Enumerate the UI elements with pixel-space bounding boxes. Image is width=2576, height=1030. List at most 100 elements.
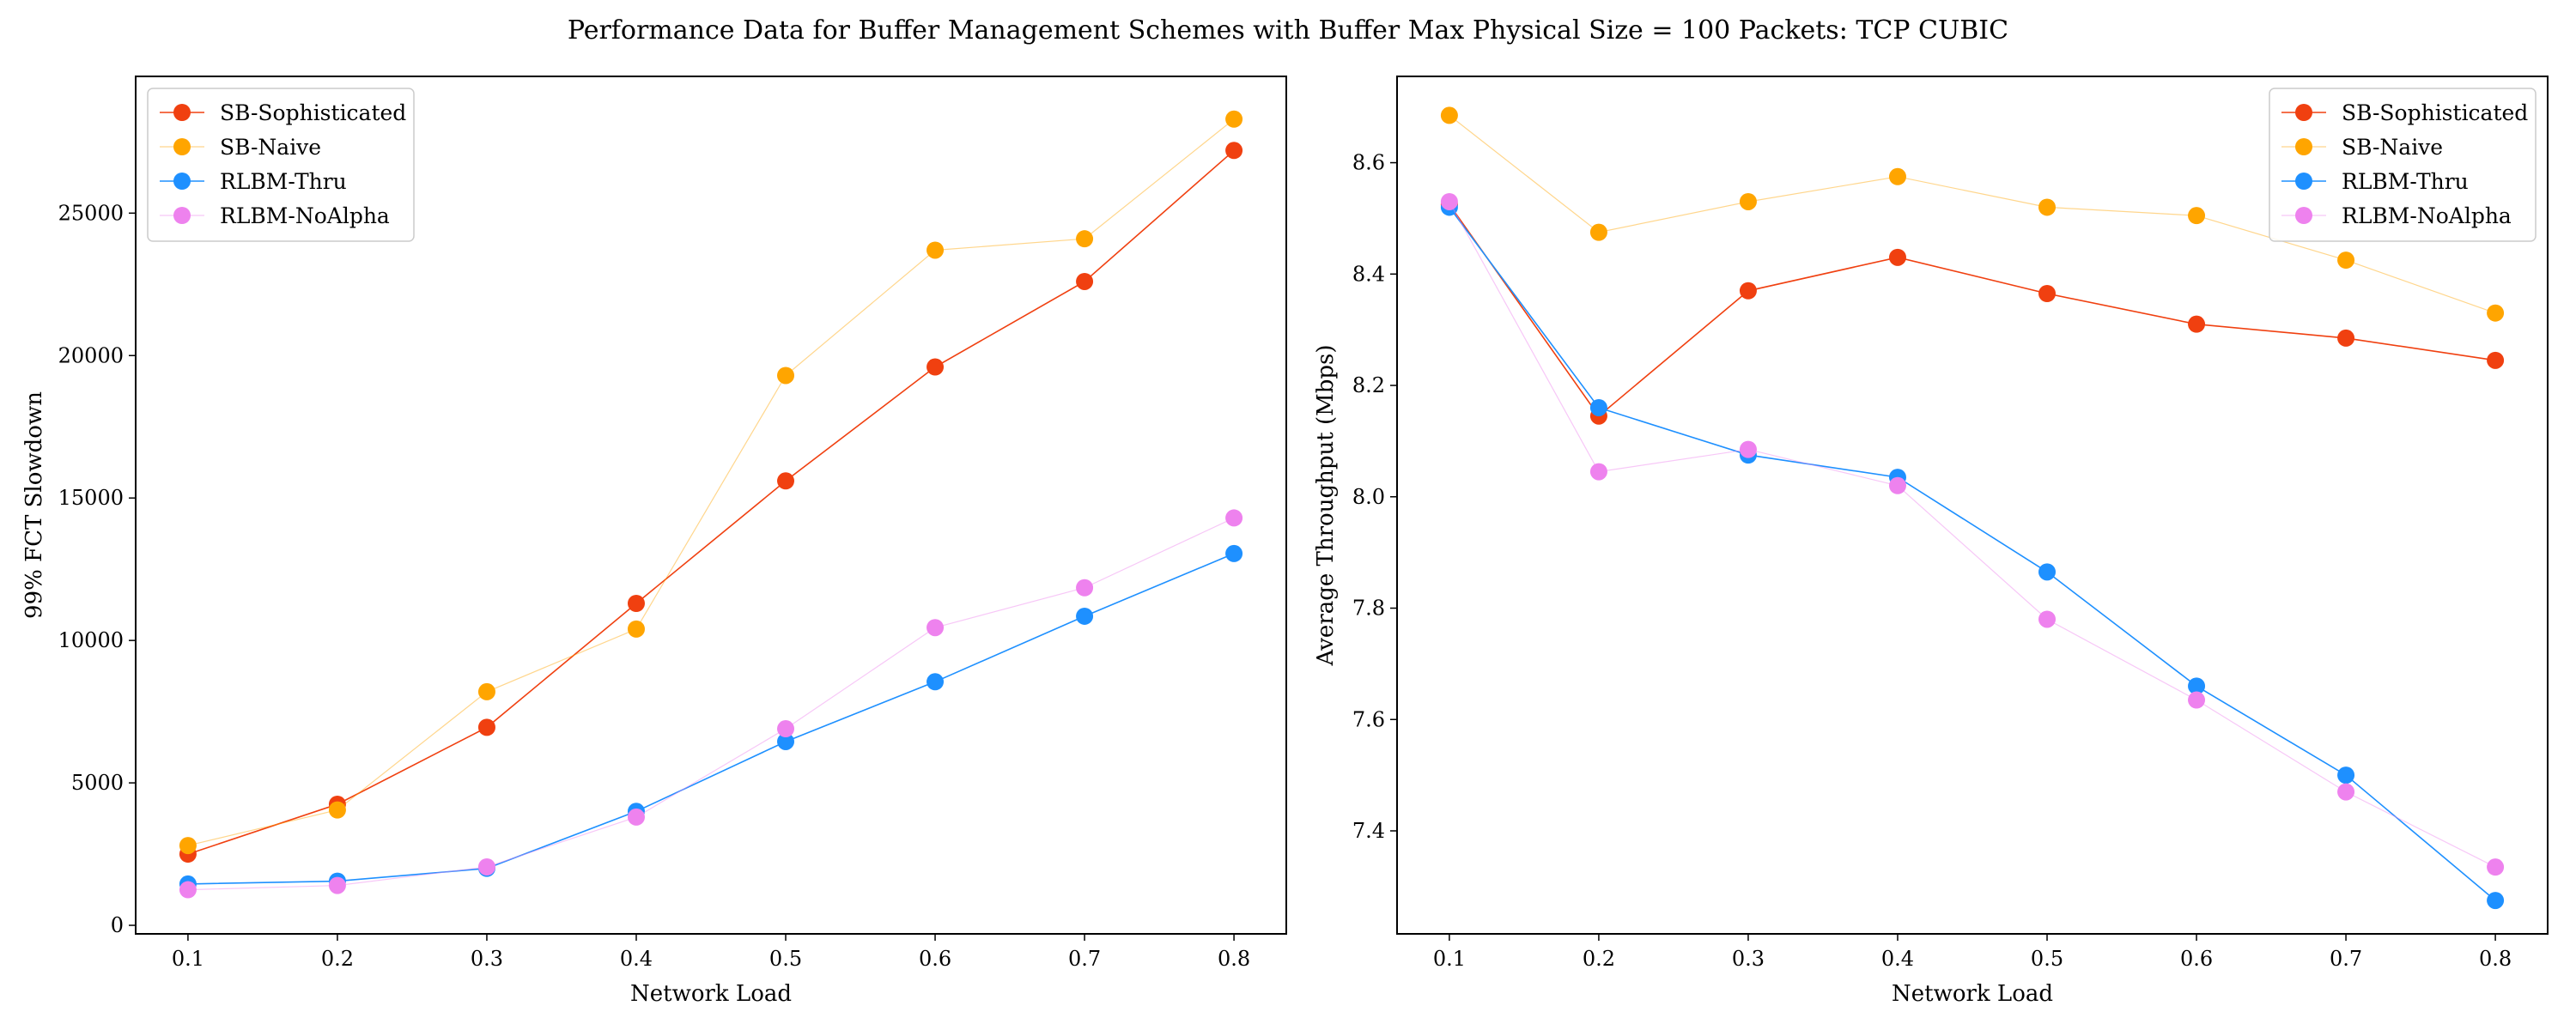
data-point-rlbm-noalpha xyxy=(328,876,346,894)
legend-swatch-marker xyxy=(173,173,191,190)
data-point-sb-sophisticated xyxy=(1888,248,1906,266)
data-point-rlbm-thru xyxy=(2038,563,2057,581)
legend-swatch-marker xyxy=(173,104,191,121)
series-line-sb-naive xyxy=(1449,114,2496,314)
data-point-sb-naive xyxy=(477,682,495,700)
data-point-sb-naive xyxy=(1888,167,1906,185)
data-point-rlbm-noalpha xyxy=(2038,610,2057,628)
y-tick-label: 7.4 xyxy=(1352,819,1385,843)
series-line-sb-naive xyxy=(187,118,1235,846)
y-tick-label: 8.2 xyxy=(1352,373,1385,397)
data-point-rlbm-thru xyxy=(1076,607,1094,625)
data-point-rlbm-noalpha xyxy=(2487,858,2505,876)
data-point-rlbm-noalpha xyxy=(927,619,945,637)
x-tick-label: 0.2 xyxy=(321,947,354,971)
legend-swatch-marker xyxy=(2295,138,2312,155)
y-tick-label: 10000 xyxy=(58,628,124,652)
data-point-sb-naive xyxy=(328,801,346,819)
data-point-rlbm-noalpha xyxy=(777,720,795,738)
data-point-rlbm-noalpha xyxy=(1076,579,1094,597)
series-line-rlbm-noalpha xyxy=(1449,201,2496,868)
data-point-sb-sophisticated xyxy=(2188,315,2206,333)
series-line-rlbm-thru xyxy=(187,553,1235,885)
data-point-sb-sophisticated xyxy=(2337,329,2355,347)
y-axis-label: 99% FCT Slowdown xyxy=(21,391,47,619)
data-point-sb-naive xyxy=(1589,223,1607,241)
data-point-sb-naive xyxy=(627,620,645,638)
data-point-sb-naive xyxy=(2038,198,2057,216)
data-point-sb-sophisticated xyxy=(2038,284,2057,302)
legend-label: SB-Naive xyxy=(2342,135,2443,160)
legend-swatch-marker xyxy=(2295,173,2312,190)
legend-swatch-marker xyxy=(2295,104,2312,121)
x-tick-label: 0.6 xyxy=(2180,947,2213,971)
x-axis-label: Network Load xyxy=(630,981,792,1007)
data-point-rlbm-thru xyxy=(1225,544,1243,562)
x-tick-label: 0.5 xyxy=(769,947,802,971)
y-tick-label: 20000 xyxy=(58,343,124,367)
legend-swatch-marker xyxy=(2295,207,2312,224)
data-point-rlbm-noalpha xyxy=(1589,463,1607,481)
legend-label: RLBM-NoAlpha xyxy=(220,203,390,228)
y-tick-label: 7.8 xyxy=(1352,597,1385,621)
x-tick-label: 0.4 xyxy=(620,947,653,971)
chart-fct-slowdown: 0.1 0.2 0.3 0.4 0.5 0.6 0.7 0.8 0 5000 10000 15000 2… xyxy=(21,76,1287,1007)
data-point-sb-sophisticated xyxy=(2487,351,2505,369)
data-point-rlbm-noalpha xyxy=(1440,192,1458,210)
x-tick-label: 0.8 xyxy=(1218,947,1250,971)
legend-box xyxy=(2269,88,2537,242)
x-tick-label: 0.6 xyxy=(919,947,951,971)
legend-box xyxy=(147,88,415,242)
series-line-sb-sophisticated xyxy=(1449,203,2496,417)
data-point-sb-naive xyxy=(2188,207,2206,225)
y-tick-label: 25000 xyxy=(58,201,124,225)
legend-label: SB-Sophisticated xyxy=(220,100,406,125)
legend-label: RLBM-Thru xyxy=(220,169,347,194)
x-tick-label: 0.5 xyxy=(2031,947,2063,971)
legend-label: RLBM-Thru xyxy=(2342,169,2469,194)
legend: SB-Sophisticated SB-Naive RLBM-Thru RLBM-No… xyxy=(147,88,415,242)
data-point-rlbm-noalpha xyxy=(2337,783,2355,801)
data-point-sb-naive xyxy=(1739,192,1757,210)
data-point-sb-naive xyxy=(179,837,197,855)
data-point-rlbm-noalpha xyxy=(179,881,197,899)
x-tick-label: 0.8 xyxy=(2479,947,2512,971)
data-point-sb-naive xyxy=(927,241,945,259)
figure-title: Performance Data for Buffer Management S… xyxy=(568,15,2008,45)
data-point-sb-naive xyxy=(2487,304,2505,322)
y-tick-label: 5000 xyxy=(71,771,124,795)
y-tick-label: 15000 xyxy=(58,486,124,510)
x-tick-label: 0.7 xyxy=(2330,947,2362,971)
data-point-sb-naive xyxy=(2337,251,2355,270)
data-point-rlbm-noalpha xyxy=(2188,691,2206,709)
legend-label: RLBM-NoAlpha xyxy=(2342,203,2512,228)
data-point-sb-naive xyxy=(777,367,795,385)
plot-frame xyxy=(135,76,1287,935)
data-point-sb-sophisticated xyxy=(1076,272,1094,290)
data-point-rlbm-noalpha xyxy=(1225,509,1243,527)
y-tick-label: 7.6 xyxy=(1352,707,1385,731)
legend-label: SB-Naive xyxy=(220,135,321,160)
data-point-rlbm-thru xyxy=(927,673,945,691)
y-tick-label: 0 xyxy=(111,913,124,937)
data-point-rlbm-noalpha xyxy=(477,858,495,876)
data-point-rlbm-thru xyxy=(1589,398,1607,416)
legend-label: SB-Sophisticated xyxy=(2342,100,2528,125)
y-tick-label: 8.4 xyxy=(1352,262,1385,286)
data-point-sb-sophisticated xyxy=(1739,282,1757,300)
series-line-rlbm-thru xyxy=(1449,206,2496,901)
y-axis-label: Average Throughput (Mbps) xyxy=(1313,345,1339,667)
plot-frame xyxy=(1396,76,2549,935)
data-point-rlbm-thru xyxy=(2487,892,2505,910)
data-point-sb-naive xyxy=(1076,230,1094,248)
data-point-sb-sophisticated xyxy=(1225,142,1243,160)
data-point-sb-sophisticated xyxy=(627,595,645,613)
x-tick-label: 0.1 xyxy=(172,947,204,971)
x-tick-label: 0.1 xyxy=(1433,947,1466,971)
legend: SB-Sophisticated SB-Naive RLBM-Thru RLBM-No… xyxy=(2269,88,2537,242)
y-tick-label: 8.0 xyxy=(1352,485,1385,509)
y-tick-label: 8.6 xyxy=(1352,151,1385,175)
data-point-rlbm-thru xyxy=(777,732,795,750)
x-tick-label: 0.3 xyxy=(1732,947,1765,971)
